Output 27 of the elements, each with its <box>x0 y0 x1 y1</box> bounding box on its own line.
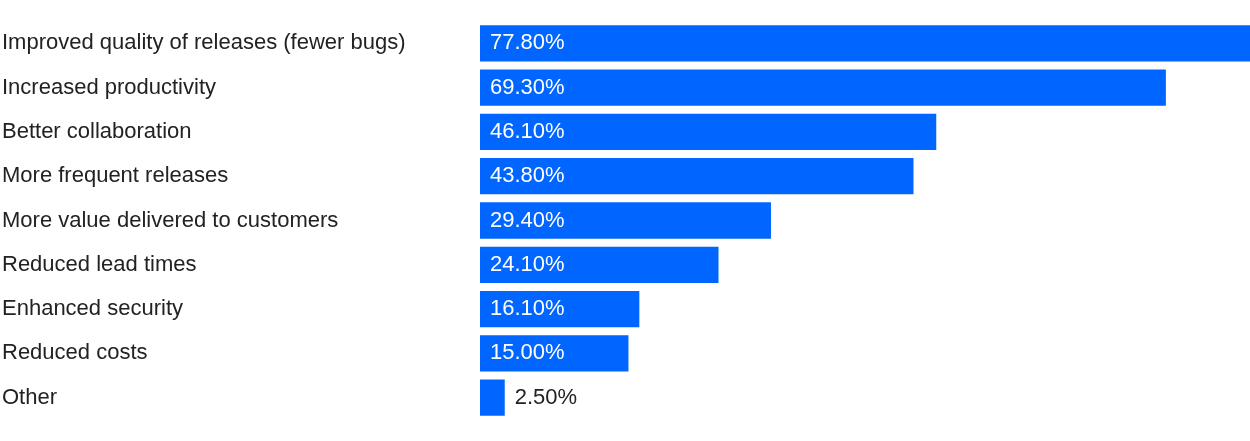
bar <box>480 290 640 328</box>
bar <box>480 335 629 372</box>
bar <box>480 25 1250 62</box>
data-label: 2.50% <box>514 383 578 409</box>
bar <box>480 69 1166 106</box>
data-label: 16.10% <box>490 295 565 321</box>
y-tick-label: Other <box>2 383 58 409</box>
y-tick-label: Reduced lead times <box>2 250 197 276</box>
data-label: 46.10% <box>490 117 565 143</box>
y-tick-label: Increased productivity <box>2 73 216 99</box>
y-tick-label: More value delivered to customers <box>2 206 339 232</box>
bar <box>480 158 914 195</box>
bar <box>480 246 719 283</box>
bar <box>480 113 937 151</box>
bar <box>480 202 771 239</box>
y-tick-label: Reduced costs <box>2 339 148 365</box>
data-label: 15.00% <box>490 339 565 365</box>
y-tick-label: Better collaboration <box>2 117 192 143</box>
data-label: 43.80% <box>490 162 565 188</box>
data-label: 69.30% <box>490 73 565 99</box>
y-tick-label: Enhanced security <box>2 295 183 321</box>
data-label: 77.80% <box>490 29 565 55</box>
y-tick-label: Improved quality of releases (fewer bugs) <box>2 29 406 55</box>
bar <box>480 379 505 416</box>
data-label: 24.10% <box>490 250 565 276</box>
data-label: 29.40% <box>490 206 565 232</box>
y-tick-label: More frequent releases <box>2 162 229 188</box>
